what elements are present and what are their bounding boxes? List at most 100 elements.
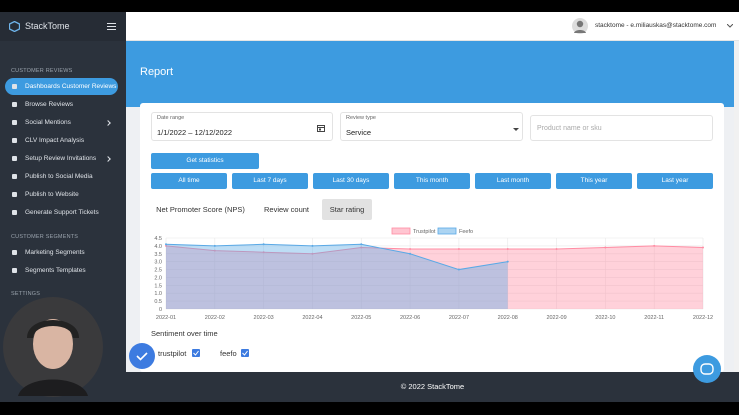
footer: © 2022 StackTome [126,372,739,402]
source-label: feefo [220,349,237,358]
nav-item[interactable]: Marketing Segments [5,244,118,261]
data-point [506,248,509,251]
dropdown-caret[interactable] [727,24,733,28]
nav-item[interactable]: Setup Review Invitations [5,150,118,167]
range-button[interactable]: Last year [637,173,713,189]
data-point [409,252,412,255]
data-point [360,243,363,246]
data-point [457,248,460,251]
series-line [165,245,704,255]
data-point [262,251,265,254]
data-point [555,248,558,251]
brand-name: StackTome [25,21,70,31]
top-bar: stacktome - e.miliauskas@stacktome.com [126,12,739,41]
data-point [506,260,509,263]
y-tick-label: 2.0 [154,275,162,281]
scrollbar[interactable] [734,41,739,372]
x-tick-label: 2022-06 [400,315,420,321]
tab[interactable]: Star rating [322,199,372,220]
legend-swatch [437,227,457,235]
data-point [702,246,704,249]
nav-item[interactable]: Browse Reviews [5,96,118,113]
chat-button[interactable] [693,355,721,383]
source-checkbox[interactable] [192,349,200,357]
data-point [409,248,412,251]
legend-swatch [391,227,411,235]
section-title: CUSTOMER REVIEWS [11,68,73,74]
x-tick-label: 2022-04 [302,315,322,321]
data-point [311,252,314,255]
data-point [457,268,460,271]
nav-item[interactable]: CLV Impact Analysis [5,132,118,149]
data-point [604,246,607,249]
nav-item[interactable]: Social Mentions [5,114,118,131]
y-tick-label: 0 [159,307,162,313]
section-title: SETTINGS [11,291,41,297]
legend-label: Feefo [459,229,473,235]
nav-item[interactable]: Publish to Social Media [5,168,118,185]
date-range-label: Date range [157,115,185,121]
x-tick-label: 2022-07 [449,315,469,321]
date-range-value: 1/1/2022 – 12/12/2022 [157,128,233,137]
y-tick-label: 4.5 [154,236,162,242]
legend-label: Trustpilot [413,229,436,235]
x-tick-label: 2022-11 [644,315,664,321]
range-button[interactable]: This year [556,173,632,189]
nav-item[interactable]: Publish to Website [5,186,118,203]
data-point [213,244,216,247]
nav-item[interactable]: Segments Templates [5,262,118,279]
review-type-select[interactable]: Review type Service [340,112,523,141]
data-point [165,243,167,246]
data-point [262,243,265,246]
data-point [311,244,314,247]
range-button[interactable]: Last month [475,173,551,189]
user-name[interactable]: stacktome - e.miliauskas@stacktome.com [595,22,717,29]
data-point [653,244,656,247]
calendar-icon[interactable] [317,124,325,132]
x-tick-label: 2022-08 [498,315,518,321]
range-button[interactable]: This month [394,173,470,189]
series-area [166,244,508,309]
source-label: trustpilot [158,349,187,358]
data-point [165,244,167,247]
report-card [140,103,724,372]
series-line [165,243,508,271]
tab[interactable]: Review count [263,205,310,214]
menu-icon[interactable] [107,23,116,30]
product-placeholder: Product name or sku [537,125,602,132]
brand-bar: StackTome [0,12,126,41]
select-caret [513,128,519,131]
x-tick-label: 2022-10 [595,315,615,321]
y-tick-label: 4.0 [154,244,162,250]
y-tick-label: 0.5 [154,299,162,305]
x-tick-label: 2022-03 [254,315,274,321]
y-tick-label: 1.5 [154,283,162,289]
tab[interactable]: Net Promoter Score (NPS) [156,205,245,214]
get-statistics-button[interactable]: Get statistics [151,153,259,169]
y-tick-label: 3.0 [154,260,162,266]
range-button[interactable]: Last 7 days [232,173,308,189]
y-tick-label: 1.0 [154,291,162,297]
webcam-overlay [3,297,103,397]
product-input[interactable]: Product name or sku [530,115,713,141]
check-button[interactable] [129,343,155,369]
page-header: Report [126,41,734,107]
nav-item[interactable]: Dashboards Customer Reviews [5,78,118,95]
date-range-input[interactable]: Date range 1/1/2022 – 12/12/2022 [151,112,333,141]
page-title: Report [140,66,174,78]
y-tick-label: 2.5 [154,268,162,274]
sentiment-title: Sentiment over time [151,329,218,338]
y-tick-label: 3.5 [154,252,162,258]
review-type-label: Review type [346,115,376,121]
x-tick-label: 2022-05 [351,315,371,321]
x-tick-label: 2022-09 [546,315,566,321]
range-button[interactable]: Last 30 days [313,173,389,189]
range-button[interactable]: All time [151,173,227,189]
source-checkbox[interactable] [241,349,249,357]
avatar[interactable] [572,18,588,34]
x-tick-label: 2022-12 [693,315,713,321]
x-tick-label: 2022-02 [205,315,225,321]
nav-item[interactable]: Generate Support Tickets [5,204,118,221]
section-title: CUSTOMER SEGMENTS [11,234,79,240]
